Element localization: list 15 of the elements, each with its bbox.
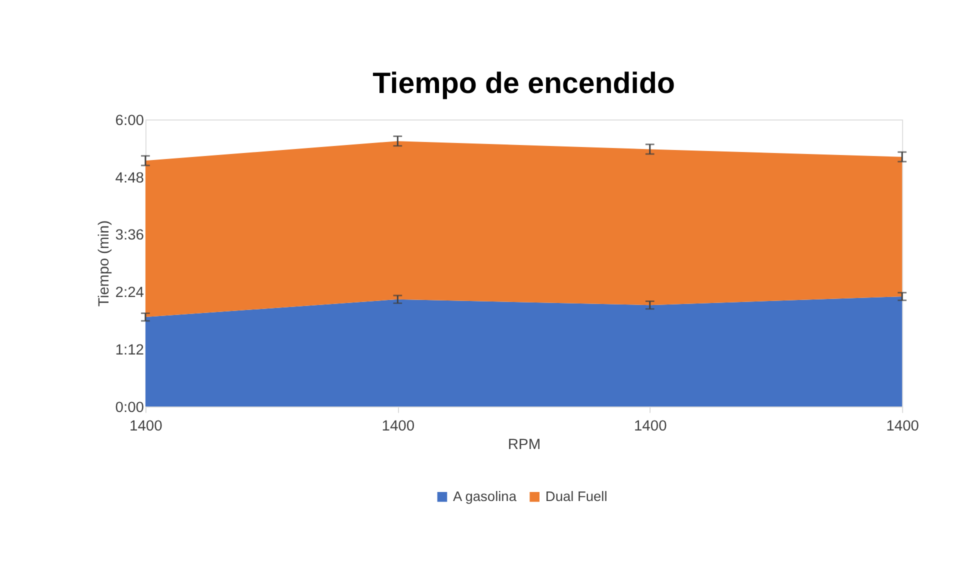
legend-label: Dual Fuell xyxy=(545,488,608,504)
y-tick-label: 3:36 xyxy=(115,228,144,244)
legend-label: A gasolina xyxy=(453,488,517,504)
x-tick-label: 1400 xyxy=(634,418,667,435)
y-tick-label: 2:24 xyxy=(115,285,144,302)
x-axis-title: RPM xyxy=(508,437,541,454)
y-tick-label: 1:12 xyxy=(115,342,144,359)
x-tick-label: 1400 xyxy=(886,418,919,435)
y-tick-label: 4:48 xyxy=(115,170,144,186)
y-tick-label: 0:00 xyxy=(115,400,144,416)
y-axis-title: Tiempo (min) xyxy=(96,220,112,307)
chart-title: Tiempo de encendido xyxy=(372,67,675,100)
x-tick-label: 1400 xyxy=(130,418,162,435)
x-tick-label: 1400 xyxy=(382,418,415,435)
y-tick-label: 6:00 xyxy=(115,112,144,129)
